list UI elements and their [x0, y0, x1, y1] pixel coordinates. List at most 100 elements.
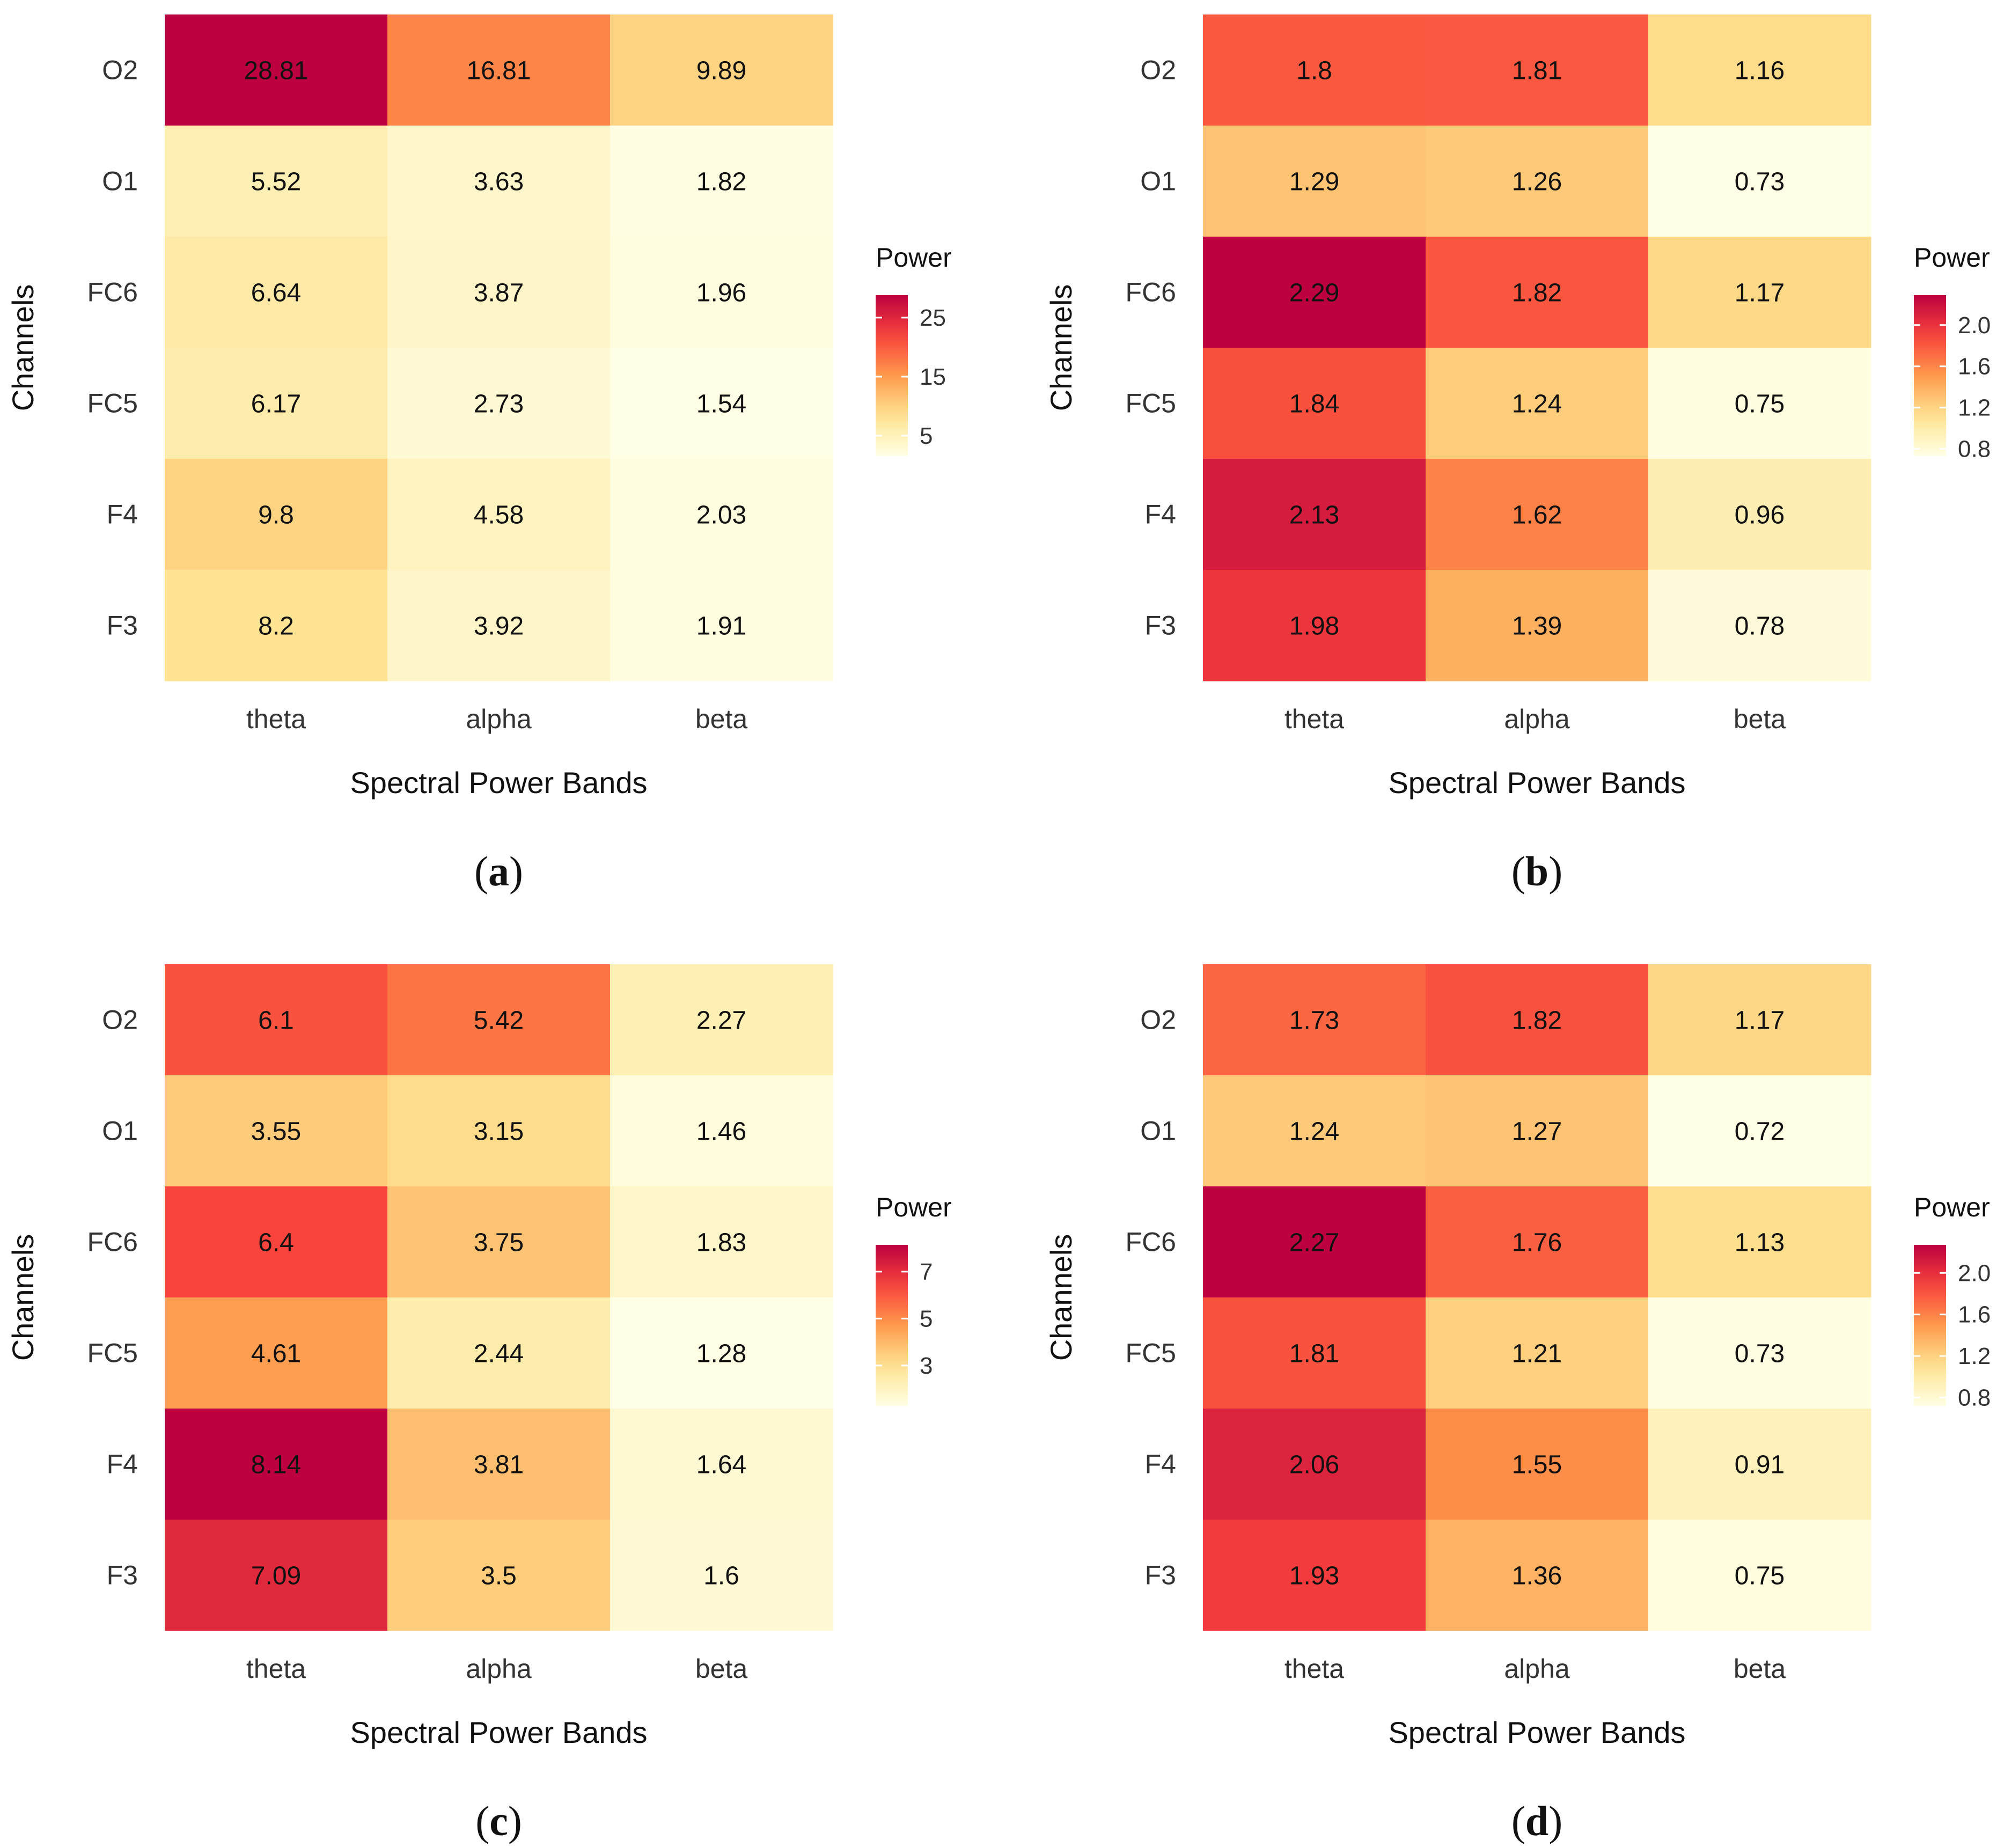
cell-value-label: 9.8: [258, 501, 294, 530]
cell-value-label: 3.63: [474, 168, 524, 196]
legend-tick-label: 7: [920, 1259, 933, 1285]
heatmap-cell: [1426, 1520, 1649, 1631]
heatmap-cell: [610, 237, 833, 348]
y-tick-label: F3: [1145, 1560, 1176, 1590]
heatmap-cell: [165, 1409, 388, 1520]
cell-value-label: 0.96: [1735, 501, 1785, 530]
heatmap-cell: [1648, 570, 1871, 681]
legend-colorbar: [876, 295, 908, 456]
heatmap-cell: [165, 14, 388, 126]
legend-colorbar: [1914, 295, 1946, 456]
legend-tick-label: 3: [920, 1353, 933, 1379]
cell-value-label: 1.39: [1512, 612, 1562, 641]
legend-title: Power: [876, 1192, 952, 1222]
panel-label-letter: a: [488, 848, 509, 894]
panel-label-letter: d: [1525, 1798, 1548, 1844]
cell-value-label: 2.73: [474, 390, 524, 419]
x-tick-label: alpha: [466, 1654, 532, 1684]
cell-value-label: 0.72: [1735, 1118, 1785, 1146]
heatmap-cell: [610, 1075, 833, 1187]
legend-tick-label: 1.6: [1958, 1302, 1991, 1328]
heatmap-cell: [1426, 459, 1649, 570]
cell-value-label: 1.16: [1735, 57, 1785, 85]
heatmap-cell: [1648, 14, 1871, 126]
y-tick-label: FC6: [1126, 277, 1176, 307]
cell-value-label: 9.89: [696, 57, 746, 85]
heatmap-cell: [1203, 1297, 1426, 1409]
heatmap-cell: [1426, 1075, 1649, 1187]
cell-value-label: 2.03: [696, 501, 746, 530]
heatmap-cell: [387, 1186, 611, 1298]
y-tick-label: FC5: [87, 1338, 138, 1368]
heatmap-cell: [1203, 1075, 1426, 1187]
heatmap-cell: [387, 459, 611, 570]
heatmap-cell: [1426, 570, 1649, 681]
heatmap-cell: [1203, 1520, 1426, 1631]
cell-value-label: 1.82: [1512, 1007, 1562, 1035]
y-tick-label: F4: [1145, 1449, 1176, 1479]
cell-value-label: 4.58: [474, 501, 524, 530]
cell-value-label: 2.06: [1289, 1451, 1339, 1479]
cell-value-label: 2.13: [1289, 501, 1339, 530]
cell-value-label: 1.55: [1512, 1451, 1562, 1479]
y-tick-label: F3: [1145, 611, 1176, 641]
heatmap-cell: [1203, 459, 1426, 570]
heatmap-cell: [1648, 1297, 1871, 1409]
cell-value-label: 3.81: [474, 1451, 524, 1479]
heatmap-cell: [387, 1520, 611, 1631]
cell-value-label: 1.13: [1735, 1229, 1785, 1257]
y-tick-label: FC6: [1126, 1227, 1176, 1257]
y-tick-label: O1: [102, 166, 138, 196]
x-tick-label: theta: [1284, 704, 1344, 734]
cell-value-label: 1.27: [1512, 1118, 1562, 1146]
cell-value-label: 6.1: [258, 1007, 294, 1035]
heatmap-cell: [1426, 1297, 1649, 1409]
y-tick-label: O1: [102, 1116, 138, 1146]
heatmap-cell: [1203, 237, 1426, 348]
cell-value-label: 3.87: [474, 279, 524, 307]
heatmap-cell: [1648, 237, 1871, 348]
legend-title: Power: [876, 243, 952, 273]
cell-value-label: 6.4: [258, 1229, 294, 1257]
heatmap-cell: [387, 237, 611, 348]
heatmap-cell: [1648, 964, 1871, 1076]
cell-value-label: 1.62: [1512, 501, 1562, 530]
heatmap-cell: [165, 1075, 388, 1187]
cell-value-label: 5.42: [474, 1007, 524, 1035]
legend-title: Power: [1914, 243, 1990, 273]
heatmap-cell: [387, 1409, 611, 1520]
cell-value-label: 1.64: [696, 1451, 746, 1479]
cell-value-label: 1.54: [696, 390, 746, 419]
x-tick-label: theta: [246, 1654, 306, 1684]
cell-value-label: 3.92: [474, 612, 524, 641]
x-tick-label: alpha: [1504, 1654, 1570, 1684]
panel-label-letter: c: [489, 1798, 508, 1844]
cell-value-label: 1.46: [696, 1118, 746, 1146]
y-axis-title: Channels: [1044, 1234, 1078, 1361]
cell-value-label: 3.15: [474, 1118, 524, 1146]
y-tick-label: F4: [107, 1449, 138, 1479]
y-axis-title: Channels: [1044, 284, 1078, 412]
cell-value-label: 1.82: [696, 168, 746, 196]
cell-value-label: 1.81: [1512, 57, 1562, 85]
heatmap-cell: [387, 570, 611, 681]
cell-value-label: 8.14: [251, 1451, 301, 1479]
cell-value-label: 1.24: [1512, 390, 1562, 419]
x-tick-label: theta: [246, 704, 306, 734]
heatmap-cell: [165, 1520, 388, 1631]
y-tick-label: FC6: [87, 277, 138, 307]
cell-value-label: 2.27: [696, 1007, 746, 1035]
x-tick-label: beta: [1734, 1654, 1786, 1684]
cell-value-label: 1.76: [1512, 1229, 1562, 1257]
heatmap-cell: [165, 126, 388, 237]
heatmap-cell: [1203, 570, 1426, 681]
x-axis-title: Spectral Power Bands: [1388, 1715, 1685, 1749]
y-tick-label: O1: [1140, 1116, 1176, 1146]
heatmap-cell: [1203, 964, 1426, 1076]
heatmap-cell: [610, 348, 833, 459]
legend-tick-label: 1.6: [1958, 354, 1991, 380]
heatmap-cell: [1648, 1186, 1871, 1298]
cell-value-label: 2.27: [1289, 1229, 1339, 1257]
heatmap-cell: [1648, 459, 1871, 570]
heatmap-cell: [387, 348, 611, 459]
